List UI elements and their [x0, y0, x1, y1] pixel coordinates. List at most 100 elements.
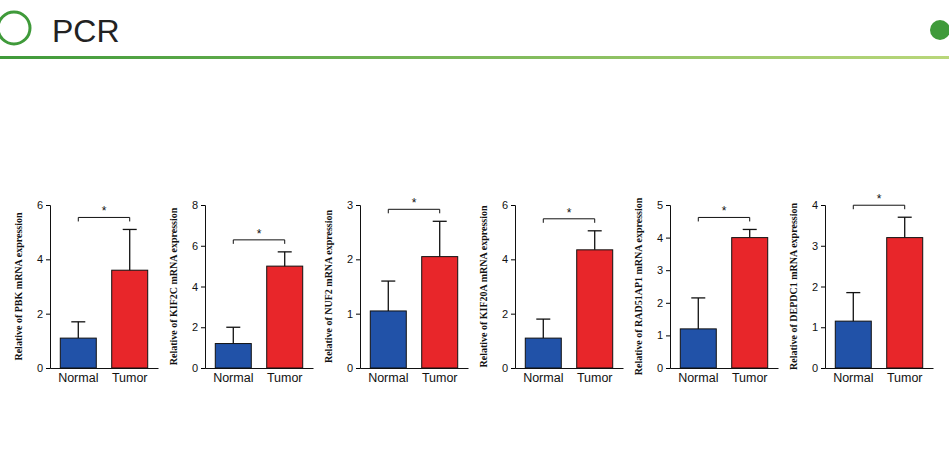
tick-label: 6 [192, 240, 198, 252]
tick: Normal [213, 368, 253, 385]
header-logo [0, 12, 30, 44]
tick: 0 [812, 362, 825, 374]
tick-mark [821, 246, 825, 247]
x-axis: NormalTumor [206, 368, 314, 385]
tick-mark [356, 368, 360, 369]
error-cap [226, 327, 240, 328]
bar [267, 266, 303, 368]
tick: Tumor [887, 368, 923, 385]
tick-mark [356, 314, 360, 315]
error-stem [904, 217, 905, 237]
error-bar [846, 293, 860, 322]
bar [680, 329, 716, 368]
error-stem [749, 229, 750, 237]
tick-label: 0 [37, 362, 43, 374]
tick-label: 4 [657, 232, 663, 244]
category-label: Tumor [422, 371, 458, 385]
error-stem [78, 322, 79, 338]
tick-mark [666, 303, 670, 304]
axis-line [671, 368, 779, 369]
x-axis: NormalTumor [516, 368, 624, 385]
tick: Tumor [112, 368, 148, 385]
tick: 1 [812, 321, 825, 333]
tick-mark [666, 270, 670, 271]
tick: 4 [812, 199, 825, 211]
error-cap [381, 280, 395, 281]
significance-label: * [567, 206, 572, 220]
error-bar [898, 217, 912, 237]
tick-label: 1 [812, 321, 818, 333]
tick: 6 [502, 199, 515, 211]
tick: Normal [368, 368, 408, 385]
tick-label: 8 [192, 199, 198, 211]
page: PCR0246NormalTumorRelative of PBK mRNA e… [0, 0, 949, 469]
y-axis-title: Relative of KIF20A mRNA expression [478, 205, 489, 367]
x-axis: Normal Tumor [826, 368, 934, 385]
axis-line [826, 368, 934, 369]
error-cap [71, 321, 85, 322]
tick-mark [46, 259, 50, 260]
error-stem [129, 229, 130, 270]
category-label: Normal [58, 371, 98, 385]
error-stem [543, 319, 544, 338]
tick: 0 [502, 362, 515, 374]
tick-label: 2 [502, 308, 508, 320]
tick-label: 3 [657, 264, 663, 276]
bar [525, 338, 561, 368]
bar [577, 250, 613, 368]
tick-mark [511, 314, 515, 315]
tick-mark [201, 327, 205, 328]
tick-label: 3 [812, 240, 818, 252]
y-axis: 0246 [37, 199, 51, 374]
error-cap [743, 229, 757, 230]
tick-mark [666, 335, 670, 336]
header-icon [930, 20, 949, 40]
error-cap [433, 221, 447, 222]
bar [422, 257, 458, 368]
error-stem [698, 298, 699, 329]
error-bar [278, 252, 292, 266]
significance-label: * [412, 196, 417, 210]
header-rule [0, 56, 949, 59]
y-axis: 02468 [192, 199, 206, 374]
tick-label: 6 [502, 199, 508, 211]
panel: 0123NormalTumorRelative of NUF2 mRNA exp… [323, 196, 468, 385]
tick-mark [821, 205, 825, 206]
error-cap [278, 251, 292, 252]
tick-mark [356, 259, 360, 260]
tick: Tumor [422, 368, 458, 385]
error-cap [898, 217, 912, 218]
tick-label: 2 [192, 321, 198, 333]
error-stem [439, 221, 440, 256]
tick-mark [356, 205, 360, 206]
category-label: Normal [368, 371, 408, 385]
error-stem [594, 231, 595, 250]
tick: 1 [347, 308, 360, 320]
tick-label: 1 [657, 329, 663, 341]
error-stem [284, 252, 285, 266]
bar [112, 270, 148, 368]
error-bar [71, 322, 85, 338]
bar [60, 338, 96, 368]
bar [370, 311, 406, 368]
significance-label: * [722, 204, 727, 218]
tick: Normal [833, 368, 873, 385]
tick-label: 4 [192, 281, 198, 293]
tick-mark [666, 368, 670, 369]
error-stem [388, 281, 389, 311]
tick-mark [666, 205, 670, 206]
tick-label: 1 [347, 308, 353, 320]
tick-label: 4 [502, 253, 508, 265]
tick-mark [666, 238, 670, 239]
tick-label: 2 [37, 308, 43, 320]
x-axis: NormalTumor [671, 368, 779, 385]
tick-mark [511, 259, 515, 260]
tick: 0 [37, 362, 50, 374]
error-bar [588, 231, 602, 250]
marks [525, 231, 612, 368]
error-cap [588, 230, 602, 231]
category-label: Normal [678, 371, 718, 385]
error-cap [691, 297, 705, 298]
category-label: Tumor [112, 371, 148, 385]
tick-label: 6 [37, 199, 43, 211]
